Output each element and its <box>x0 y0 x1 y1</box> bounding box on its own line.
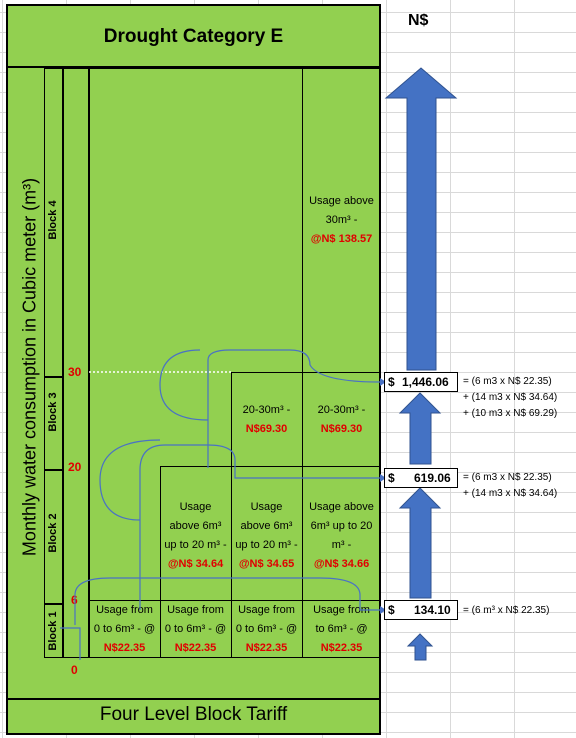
col-line-2 <box>160 466 161 658</box>
cell-text: Usage from <box>313 604 370 616</box>
total-amount-block-3: 1,446.06 <box>402 375 449 389</box>
formula-line: = (6 m3 x N$ 22.35) <box>463 376 552 387</box>
arrow-block-1 <box>406 633 434 661</box>
cell-rate: N$22.35 <box>174 642 217 654</box>
diagram-footer: Four Level Block Tariff <box>99 704 288 725</box>
diagram-title: Drought Category E <box>103 26 284 47</box>
arrow-block-3 <box>398 392 442 465</box>
row-line-6 <box>89 600 381 601</box>
connector-block2 <box>139 444 380 610</box>
connector-lines <box>60 349 381 660</box>
cell-rate: @N$ 34.65 <box>238 558 295 570</box>
cell-text: 0 to 6m³ - @ <box>93 623 156 635</box>
title-box <box>6 4 381 68</box>
total-formula-block-3: = (6 m3 x N$ 22.35) + (14 m3 x N$ 34.64)… <box>463 374 557 422</box>
row-line-30 <box>231 372 381 373</box>
block-1-cell-col3: Usage from 0 to 6m³ - @ N$22.35 <box>231 601 302 658</box>
block-2-cell-col2: Usage above 6m³ up to 20 m³ - @N$ 34.64 <box>160 496 231 576</box>
cell-text: up to 20 m³ - <box>235 539 298 551</box>
connector-block3-loop <box>159 349 209 421</box>
cell-text: 0 to 6m³ - @ <box>235 623 298 635</box>
axis-tick-6: 6 <box>71 593 78 607</box>
col-line-4 <box>302 68 303 658</box>
cell-text: Usage <box>179 501 212 513</box>
formula-line: + (10 m3 x N$ 69.29) <box>463 408 558 419</box>
total-symbol: $ <box>388 603 395 617</box>
cell-text: Usage <box>250 501 283 513</box>
block-4-cell: Usage above 30m³ - @N$ 138.57 <box>302 190 381 250</box>
axis-tick-30: 30 <box>68 365 82 379</box>
formula-line: + (14 m3 x N$ 34.64) <box>463 488 558 499</box>
cell-rate: N$69.30 <box>245 423 288 435</box>
row-line-20 <box>160 466 381 467</box>
cell-text: 20-30m³ - <box>242 404 291 416</box>
total-formula-block-2: = (6 m3 x N$ 22.35) + (14 m3 x N$ 34.64) <box>463 470 557 502</box>
cell-rate: @N$ 34.64 <box>167 558 224 570</box>
cell-rate: @N$ 138.57 <box>310 232 373 245</box>
block-1-cell-col4: Usage from to 6m³ - @ N$22.35 <box>302 601 381 658</box>
arrow-block-2 <box>398 487 442 599</box>
cell-text: m³ - <box>331 539 352 551</box>
block-2-cell-col4: Usage above 6m³ up to 20 m³ - @N$ 34.66 <box>302 496 381 576</box>
connector-head-2 <box>380 474 386 482</box>
block-3-cell-col3: 20-30m³ - N$69.30 <box>231 400 302 440</box>
arrow-block-4 <box>384 67 458 371</box>
axis-tick-0: 0 <box>71 663 78 677</box>
cell-rate: N$22.35 <box>103 642 146 654</box>
block-3-box <box>44 377 63 470</box>
cell-text: above 6m³ <box>240 520 293 532</box>
cell-rate: @N$ 34.66 <box>313 558 370 570</box>
formula-line: = (6 m³ x N$ 22.35) <box>463 605 550 616</box>
formula-line: = (6 m3 x N$ 22.35) <box>463 472 552 483</box>
cell-text: 20-30m³ - <box>317 404 366 416</box>
cell-text: 30m³ - <box>325 213 358 226</box>
connector-block3 <box>207 349 381 468</box>
col-line-1 <box>89 68 90 658</box>
block-2-box <box>44 470 63 604</box>
total-symbol: $ <box>388 471 395 485</box>
cell-text: above 6m³ <box>169 520 222 532</box>
formula-line: + (14 m3 x N$ 34.64) <box>463 392 558 403</box>
block-2-cell-col3: Usage above 6m³ up to 20 m³ - @N$ 34.65 <box>231 496 302 576</box>
connector-head-1 <box>380 606 386 614</box>
cell-text: Usage above <box>309 501 374 513</box>
block-3-cell-col4: 20-30m³ - N$69.30 <box>302 400 381 440</box>
cell-rate: N$22.35 <box>320 642 363 654</box>
connector-block1-stub <box>60 627 81 660</box>
block-1-cell-col1: Usage from 0 to 6m³ - @ N$22.35 <box>89 601 160 658</box>
connector-block1 <box>74 577 380 625</box>
axis-tick-20: 20 <box>68 460 82 474</box>
cell-text: 6m³ up to 20 <box>310 520 373 532</box>
total-amount-block-2: 619.06 <box>414 471 451 485</box>
col-line-3 <box>231 372 232 658</box>
block-1-cell-col2: Usage from 0 to 6m³ - @ N$22.35 <box>160 601 231 658</box>
cell-text: Usage from <box>238 604 295 616</box>
connector-block2-loop <box>99 439 161 521</box>
cell-text: to 6m³ - @ <box>315 623 368 635</box>
cell-text: up to 20 m³ - <box>164 539 227 551</box>
total-symbol: $ <box>388 375 395 389</box>
axis-column <box>63 68 89 658</box>
cell-text: Usage above <box>309 194 374 207</box>
currency-header: N$ <box>408 12 429 29</box>
cell-text: 0 to 6m³ - @ <box>164 623 227 635</box>
cell-rate: N$69.30 <box>320 423 363 435</box>
cell-rate: N$22.35 <box>245 642 288 654</box>
block-1-box <box>44 604 63 658</box>
cell-text: Usage from <box>167 604 224 616</box>
block-4-box <box>44 68 63 377</box>
total-formula-block-1: = (6 m³ x N$ 22.35) <box>463 603 549 619</box>
cell-text: Usage from <box>96 604 153 616</box>
connector-head-3 <box>380 378 386 386</box>
diagram-frame <box>6 4 381 735</box>
footer-box <box>6 698 381 735</box>
total-amount-block-1: 134.10 <box>414 603 451 617</box>
